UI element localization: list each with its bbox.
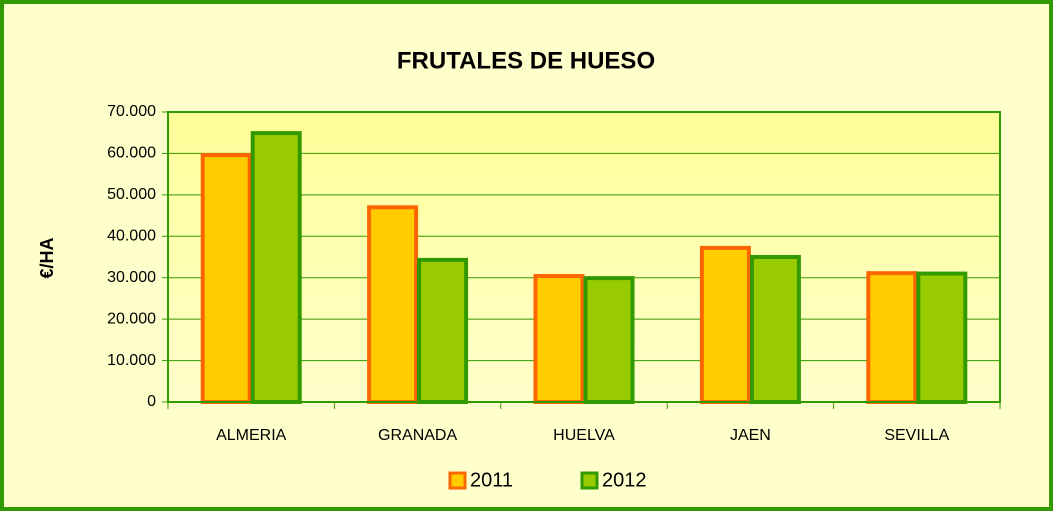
x-tick-label: SEVILLA	[884, 427, 949, 444]
bar	[250, 131, 302, 404]
x-tick-label: ALMERIA	[216, 427, 287, 444]
y-tick-label: 40.000	[107, 228, 156, 245]
legend-swatch	[448, 471, 467, 490]
chart-title: FRUTALES DE HUESO	[397, 47, 655, 74]
y-tick-label: 50.000	[107, 186, 156, 203]
y-tick-label: 0	[147, 393, 156, 410]
y-tick-label: 70.000	[107, 103, 156, 120]
y-tick-label: 20.000	[107, 310, 156, 327]
y-tick-label: 10.000	[107, 352, 156, 369]
bar	[866, 271, 918, 404]
bar	[417, 257, 469, 404]
bar	[699, 245, 751, 404]
legend-swatch	[580, 471, 599, 490]
bar	[533, 274, 585, 404]
legend-label: 2011	[470, 469, 513, 491]
legend-label: 2012	[602, 469, 647, 491]
y-axis-label: €/HA	[37, 237, 57, 278]
x-tick-label: HUELVA	[553, 427, 615, 444]
bar	[916, 271, 968, 405]
y-tick-label: 30.000	[107, 269, 156, 286]
x-tick-label: JAEN	[730, 427, 771, 444]
y-tick-label: 60.000	[107, 145, 156, 162]
bar	[200, 153, 252, 404]
bar	[749, 255, 801, 404]
bar	[583, 276, 635, 404]
bar	[367, 205, 419, 404]
x-tick-label: GRANADA	[378, 427, 457, 444]
